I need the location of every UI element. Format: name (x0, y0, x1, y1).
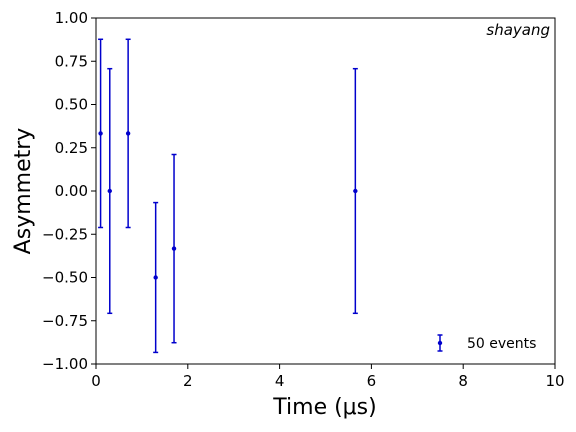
y-tick-label: 0.75 (55, 52, 88, 70)
error-point (125, 38, 131, 229)
x-tick-label: 8 (458, 372, 468, 390)
x-tick-label: 10 (545, 372, 564, 390)
data-point (171, 246, 177, 251)
x-axis-label: Time (μs) (272, 395, 376, 420)
y-axis-label: Asymmetry (11, 128, 36, 255)
x-tick-label: 4 (275, 372, 285, 390)
x-tick-label: 0 (91, 372, 101, 390)
axes: 0 2 4 6 8 10 1.00 0.75 0.50 0.25 0.00 −0.25 −0.50 −0.… (42, 9, 565, 390)
data-marks (98, 38, 358, 354)
y-tick-label: −0.75 (42, 312, 88, 330)
legend-marker (437, 340, 443, 346)
x-tick-label: 6 (367, 372, 377, 390)
data-point (125, 131, 131, 136)
error-point (352, 67, 358, 315)
y-tick-label: 0.50 (55, 96, 88, 114)
x-tick-label: 2 (183, 372, 193, 390)
chart-annotation: shayang (486, 21, 550, 39)
data-point (353, 188, 358, 194)
y-tick-label: −0.50 (42, 269, 88, 287)
data-point (107, 188, 112, 194)
legend-entry: 50 events (437, 334, 536, 352)
error-point (98, 38, 104, 229)
error-point (153, 201, 159, 354)
y-tick-label: 0.25 (55, 139, 88, 157)
legend: 50 events (437, 334, 536, 352)
error-point (171, 153, 177, 344)
y-tick-label: −1.00 (42, 355, 88, 373)
y-tick-label: 1.00 (55, 9, 88, 27)
legend-label: 50 events (467, 336, 536, 352)
error-point (107, 67, 113, 315)
y-tick-label: −0.25 (42, 225, 88, 243)
data-point (98, 131, 103, 136)
data-point (153, 275, 158, 280)
y-tick-label: 0.00 (55, 182, 88, 200)
